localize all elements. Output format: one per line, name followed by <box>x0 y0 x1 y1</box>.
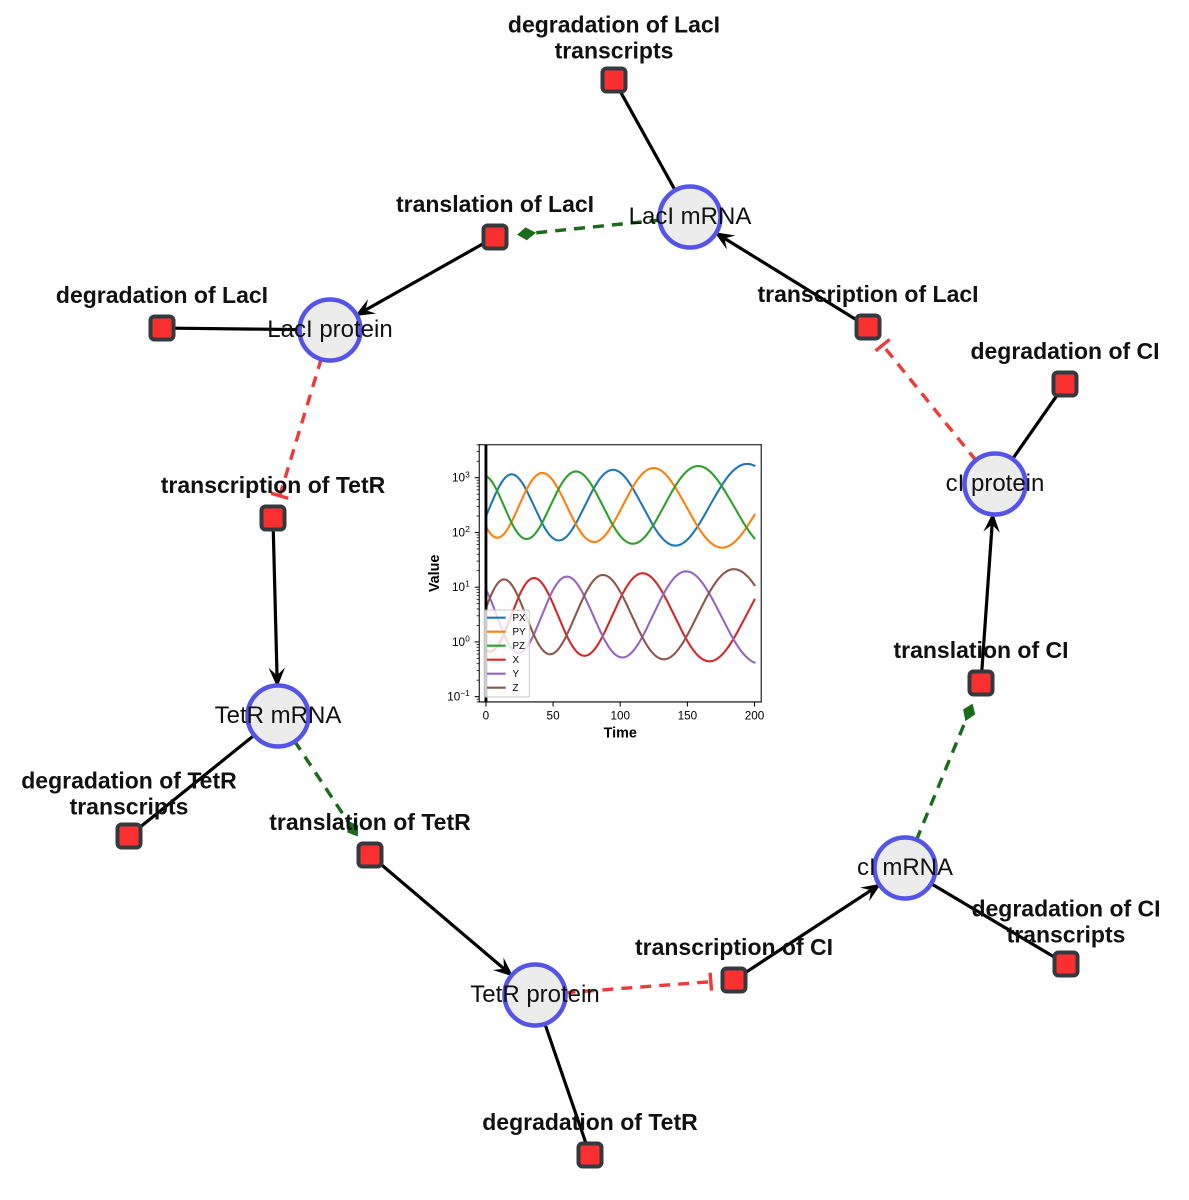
svg-text:Time: Time <box>604 726 637 742</box>
svg-text:Z: Z <box>512 683 518 694</box>
svg-text:X: X <box>512 655 519 666</box>
svg-text:50: 50 <box>547 710 561 723</box>
svg-text:Y: Y <box>512 669 519 680</box>
svg-text:0: 0 <box>483 710 490 723</box>
svg-text:PZ: PZ <box>512 641 525 652</box>
svg-text:PX: PX <box>512 613 526 624</box>
svg-text:PY: PY <box>512 627 526 638</box>
svg-text:100: 100 <box>610 710 630 723</box>
svg-text:150: 150 <box>678 710 698 723</box>
svg-text:Value: Value <box>427 555 443 592</box>
svg-text:200: 200 <box>745 710 765 723</box>
